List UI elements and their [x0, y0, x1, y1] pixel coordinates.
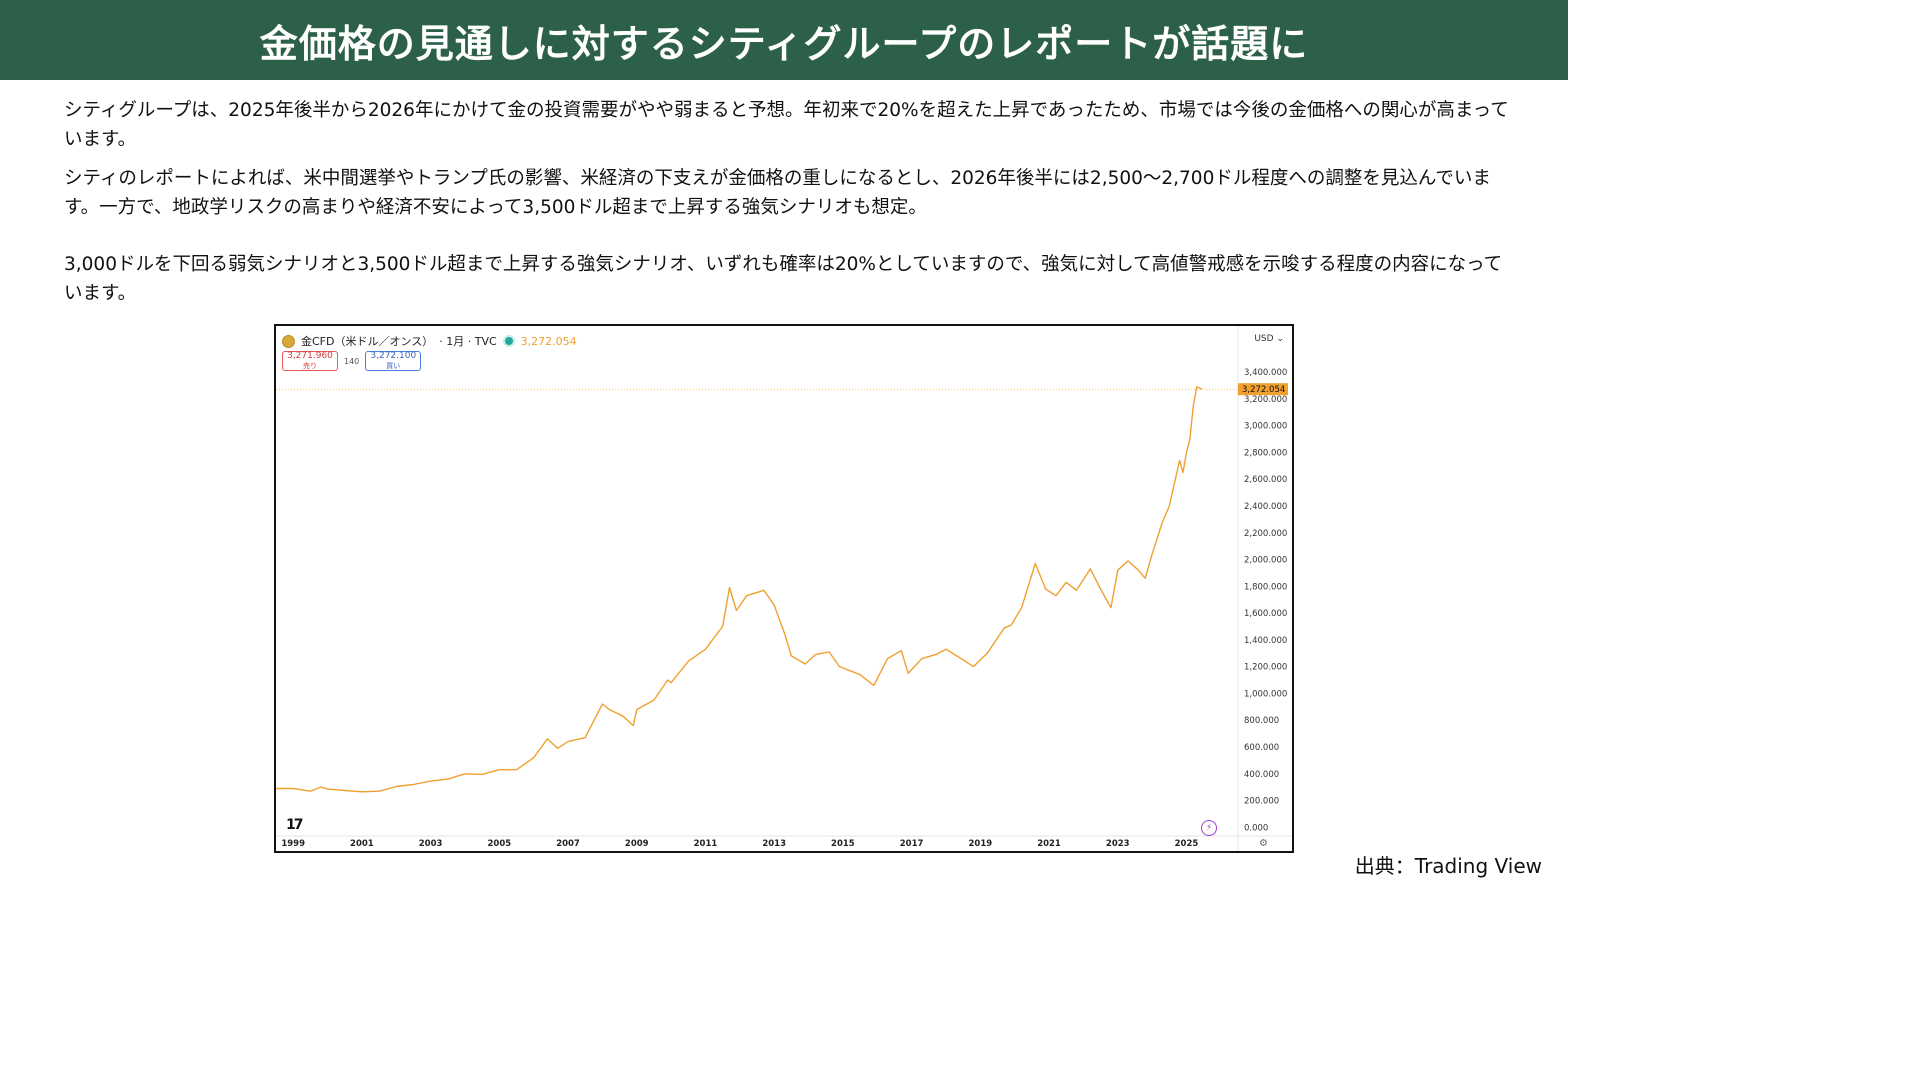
- x-tick-label: 2009: [625, 839, 649, 849]
- currency-selector[interactable]: USD ⌄: [1254, 334, 1284, 344]
- gold-coin-icon: [282, 334, 295, 348]
- tradingview-logo-icon[interactable]: 17: [286, 817, 304, 833]
- x-tick-label: 2005: [487, 839, 511, 849]
- y-tick-label: 2,800.000: [1244, 448, 1287, 458]
- x-tick-label: 2025: [1175, 839, 1199, 849]
- symbol-name[interactable]: 金CFD（米ドル／オンス）: [301, 335, 434, 348]
- y-tick-label: 1,400.000: [1244, 636, 1287, 646]
- spread-value: 140: [344, 356, 360, 366]
- y-tick-label: 3,200.000: [1244, 395, 1287, 405]
- gear-icon[interactable]: ⚙: [1259, 838, 1268, 849]
- market-status-icon: [502, 335, 515, 347]
- buy-label: 買い: [386, 362, 401, 370]
- last-price-tag: [1238, 383, 1288, 396]
- y-tick-label: 3,000.000: [1244, 422, 1287, 432]
- last-price-label: 3,272.054: [520, 334, 577, 348]
- sell-label: 売り: [303, 362, 317, 370]
- symbol-interval[interactable]: · 1月 · TVC: [439, 335, 497, 348]
- last-price-tag-label: 3,272.054: [1242, 385, 1285, 395]
- y-tick-label: 200.000: [1244, 797, 1279, 807]
- x-tick-label: 2015: [831, 839, 855, 849]
- x-tick-label: 2011: [694, 839, 718, 849]
- sell-price: 3,271.960: [287, 351, 333, 361]
- x-tick-label: 2023: [1106, 839, 1130, 849]
- y-tick-label: 3,400.000: [1244, 368, 1287, 378]
- y-tick-label: 2,600.000: [1244, 475, 1287, 485]
- price-chart[interactable]: 0.000 200.000 400.000 600.000 800.000 1,000.0…: [276, 326, 1292, 851]
- y-tick-label: 0.000: [1244, 823, 1268, 833]
- paragraph-3: 3,000ドルを下回る弱気シナリオと3,500ドル超まで上昇する強気シナリオ、い…: [64, 254, 1503, 304]
- y-tick-label: 1,200.000: [1244, 663, 1287, 673]
- y-tick-label: 1,800.000: [1244, 582, 1287, 592]
- y-tick-label: 400.000: [1244, 770, 1279, 780]
- chart-toolbar: 金CFD（米ドル／オンス） · 1月 · TVC 3,272.054: [282, 332, 577, 350]
- y-tick-label: 2,400.000: [1244, 502, 1287, 512]
- series-line: [276, 386, 1203, 793]
- paragraph-1: シティグループは、2025年後半から2026年にかけて金の投資需要がやや弱まると…: [64, 100, 1509, 150]
- source-credit: 出典：Trading View: [1354, 854, 1542, 878]
- quote-panel: 3,271.960 売り 140 3,272.100 買い: [282, 351, 422, 371]
- x-tick-label: 2003: [419, 839, 443, 849]
- price-chart-widget[interactable]: 0.000 200.000 400.000 600.000 800.000 1,000.0…: [274, 324, 1294, 853]
- x-tick-label: 2021: [1037, 839, 1061, 849]
- x-tick-label: 2013: [762, 839, 786, 849]
- buy-price: 3,272.100: [370, 351, 417, 361]
- x-tick-label: 2007: [556, 839, 580, 849]
- y-tick-label: 800.000: [1244, 716, 1279, 726]
- article-body: シティグループは、2025年後半から2026年にかけて金の投資需要がやや弱まると…: [64, 96, 1514, 318]
- y-tick-label: 2,200.000: [1244, 529, 1287, 539]
- chevron-down-icon: ⌄: [1276, 334, 1284, 344]
- currency-label: USD: [1254, 334, 1274, 344]
- x-tick-label: 2019: [968, 839, 992, 849]
- sell-button[interactable]: 3,271.960 売り: [282, 351, 338, 371]
- x-tick-label: 2001: [350, 839, 374, 849]
- buy-button[interactable]: 3,272.100 買い: [365, 351, 422, 371]
- y-tick-label: 1,000.000: [1244, 689, 1287, 699]
- y-tick-label: 600.000: [1244, 743, 1279, 753]
- x-tick-label: 1999: [281, 839, 305, 849]
- lightning-icon[interactable]: ⚡: [1201, 820, 1217, 836]
- x-tick-label: 2017: [900, 839, 924, 849]
- paragraph-2: シティのレポートによれば、米中間選挙やトランプ氏の影響、米経済の下支えが金価格の…: [64, 168, 1491, 218]
- y-tick-label: 1,600.000: [1244, 609, 1287, 619]
- page-title: 金価格の見通しに対するシティグループのレポートが話題に: [0, 0, 1568, 80]
- y-tick-label: 2,000.000: [1244, 556, 1287, 566]
